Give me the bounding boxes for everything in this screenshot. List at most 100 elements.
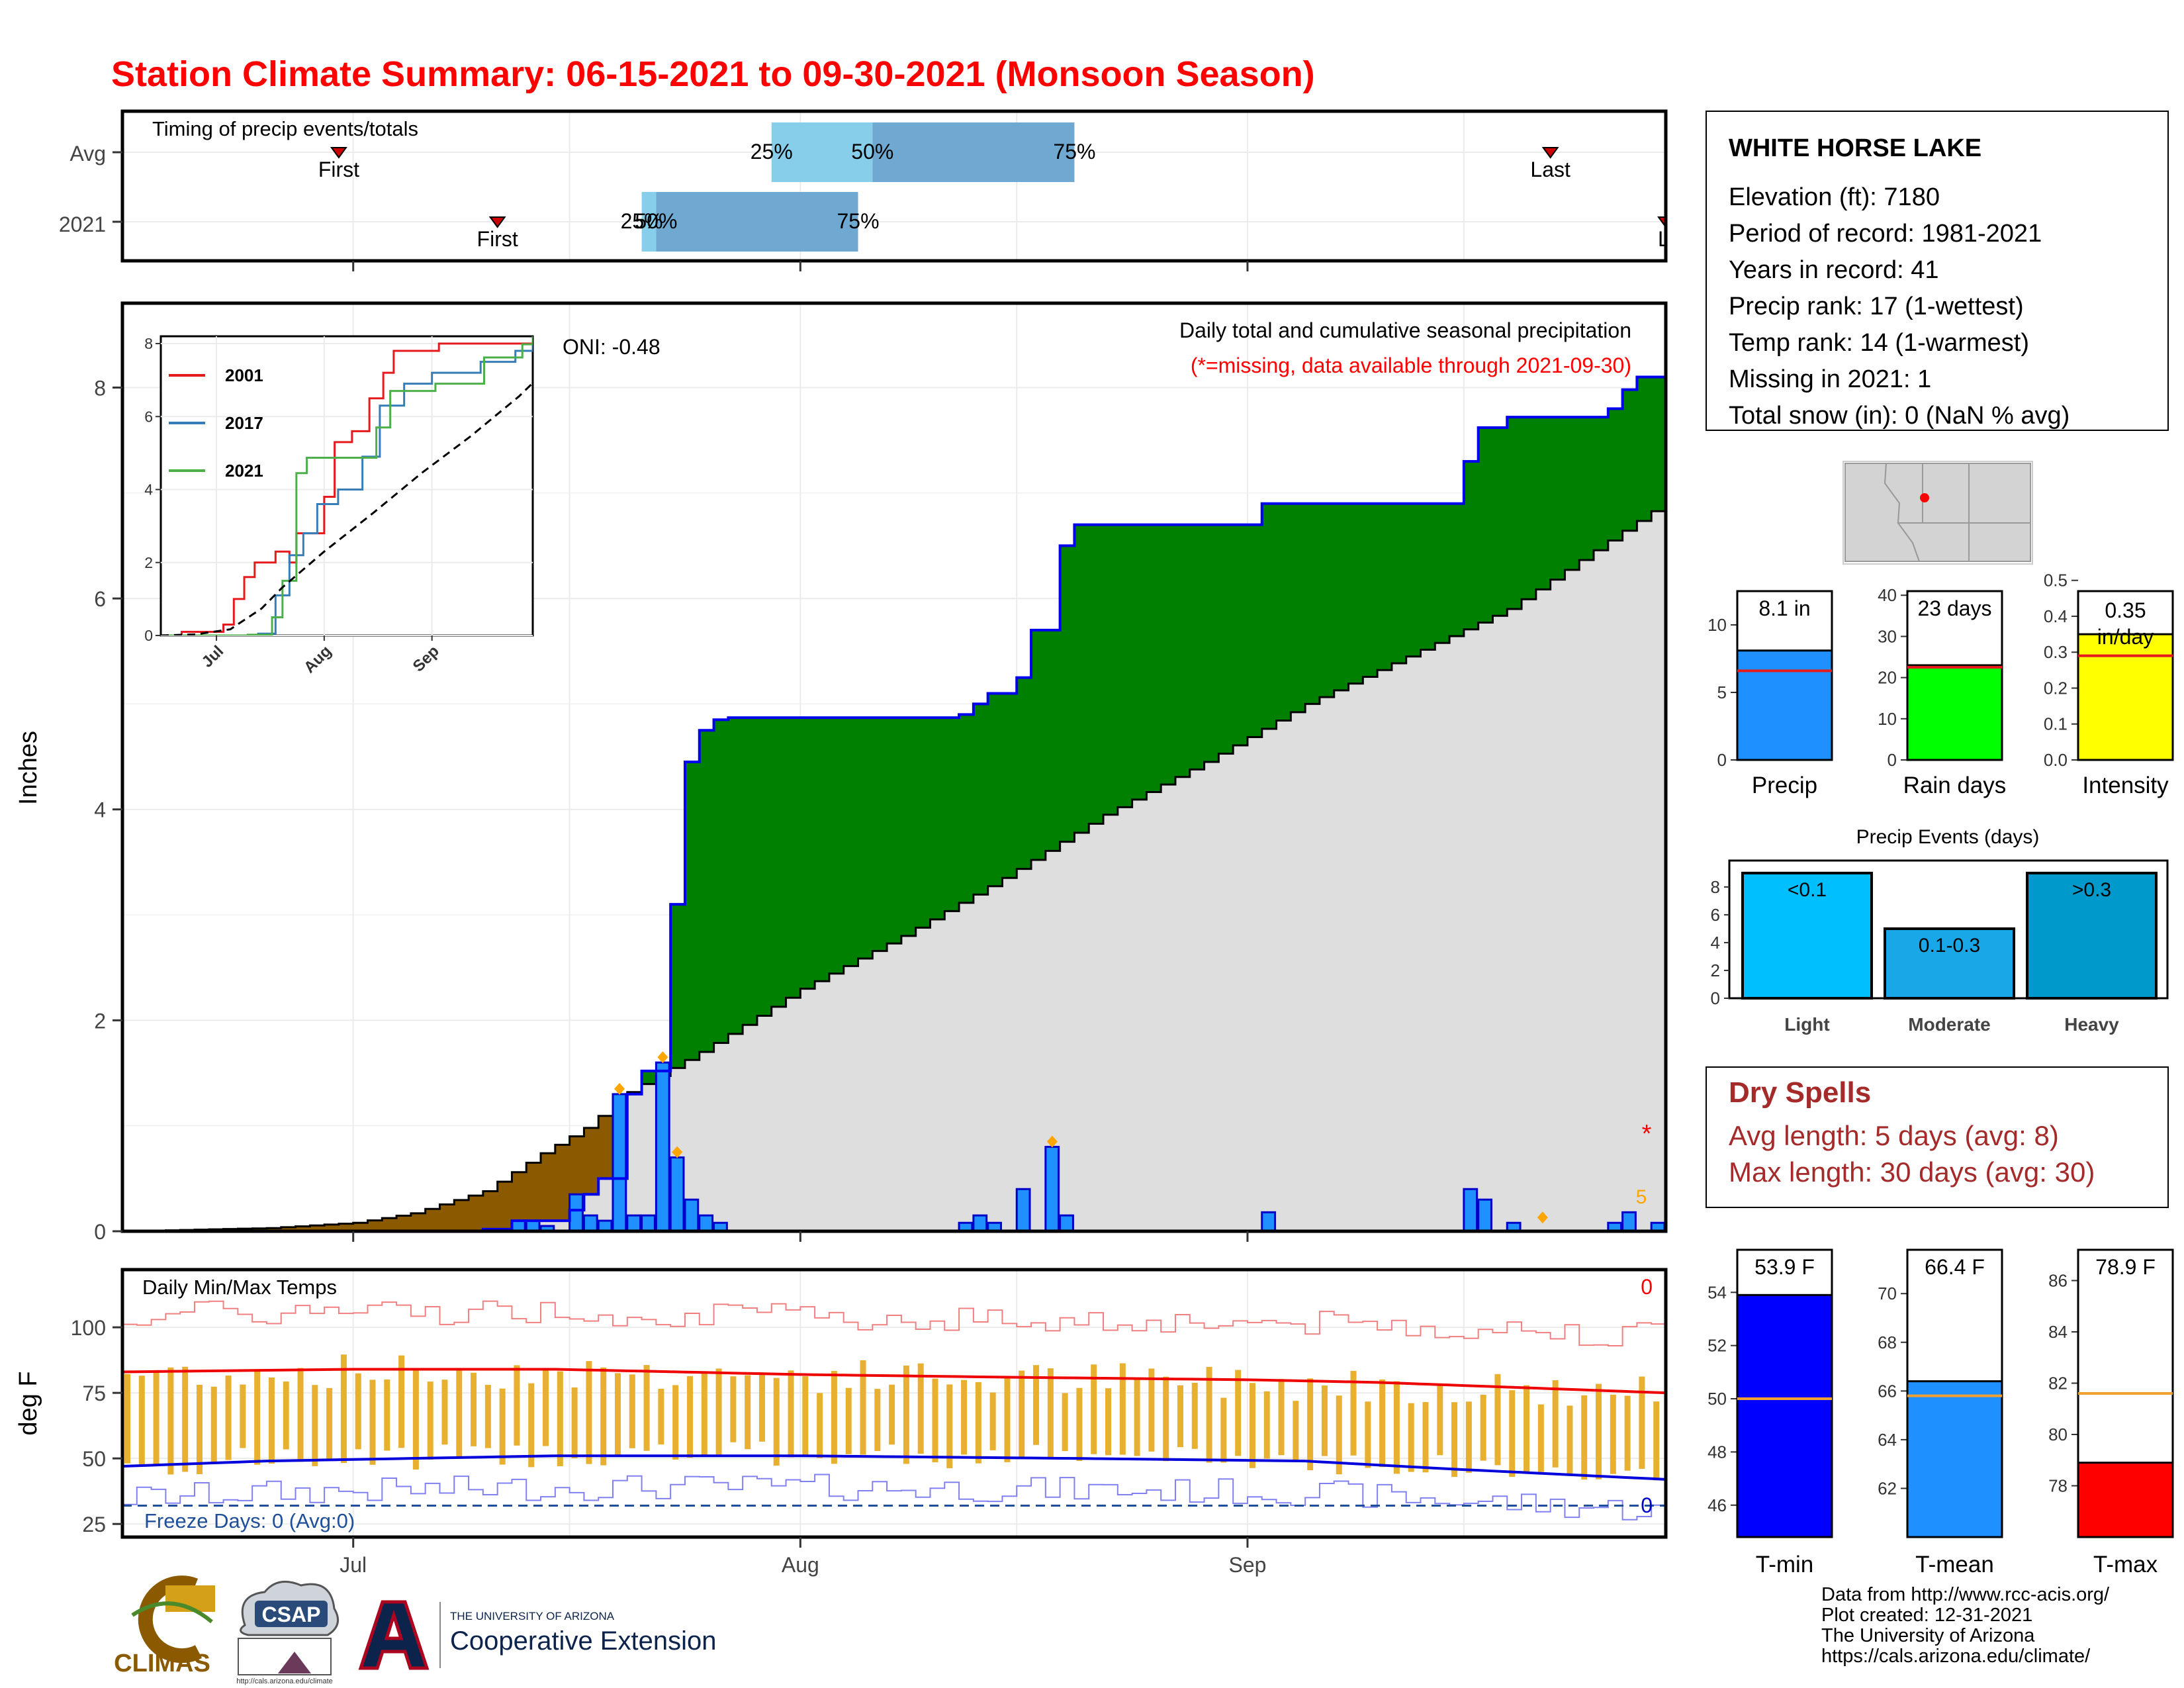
events-bar-range-label: 0.1-0.3 — [1919, 935, 1980, 957]
small-bar-ytick-label: 86 — [2048, 1271, 2068, 1291]
daily-precip-bar — [655, 1061, 670, 1231]
record-high-step-line — [122, 1300, 1666, 1346]
events-title: Precip Events (days) — [1856, 826, 2040, 848]
daily-temp-range-bar — [686, 1376, 693, 1458]
inset-line-2017 — [161, 340, 533, 635]
events-bar-category-label: Moderate — [1908, 1014, 1990, 1035]
timing-pct-label: 25% — [621, 209, 663, 233]
daily-temp-range-bar — [1524, 1385, 1530, 1474]
small-bar-ytick-label: 52 — [1707, 1336, 1727, 1356]
timing-panel: La Timing of precip events/totals Avg 20… — [59, 109, 1668, 271]
small-bar-ytick-label: 78 — [2048, 1476, 2068, 1496]
daily-temp-range-bar — [196, 1384, 203, 1474]
average-cumulative-line — [122, 500, 1666, 1231]
small-bar-category-label: T-mean — [1915, 1552, 1994, 1577]
daily-temp-range-bar — [441, 1380, 448, 1445]
heavy-event-marker — [614, 1082, 625, 1095]
daily-temp-range-bar — [932, 1378, 938, 1462]
daily-precip-bar — [684, 1198, 700, 1231]
first-event-label: First — [318, 158, 359, 181]
climas-logo: CLIMAS — [114, 1575, 215, 1677]
daily-temp-range-bar — [398, 1355, 405, 1448]
small-bar-category-label: Intensity — [2082, 773, 2169, 798]
month-xtick-label: Jul — [340, 1553, 367, 1577]
daily-temp-range-bar — [1494, 1374, 1501, 1466]
temp-bar-t-mean: 62 64 66 68 70 66.4 F T-mean — [1878, 1248, 2003, 1577]
temp-bar-t-min: 46 48 50 52 54 53.9 F T-min — [1707, 1248, 1833, 1577]
daily-temp-range-bar — [1134, 1378, 1140, 1456]
precip-ytick-label: 8 — [94, 376, 106, 400]
daily-temp-range-bar — [312, 1385, 318, 1466]
events-ytick-label: 8 — [1711, 877, 1720, 897]
daily-temp-range-bar — [1509, 1390, 1516, 1477]
daily-temp-range-bar — [615, 1373, 621, 1457]
dry-spells-max: Max length: 30 days (avg: 30) — [1729, 1156, 2095, 1188]
events-ytick-label: 4 — [1711, 933, 1720, 953]
daily-temp-range-bar — [268, 1377, 275, 1464]
timing-bar-25-50 — [771, 122, 873, 182]
small-bar-ytick-label: 50 — [1707, 1389, 1727, 1409]
small-bar-ytick-label: 80 — [2048, 1425, 2068, 1444]
daily-temp-range-bar — [138, 1376, 145, 1465]
events-bar-light — [1741, 871, 1873, 1000]
small-bar-value — [2077, 1462, 2174, 1538]
daily-temp-range-bar — [1307, 1378, 1314, 1471]
daily-precip-bar — [1059, 1214, 1074, 1231]
small-bar-ytick-label: 30 — [1878, 626, 1897, 646]
last-event-marker — [1657, 216, 1666, 228]
daily-precip-bar — [612, 1093, 627, 1231]
daily-precip-bar — [669, 1156, 685, 1231]
timing-pct-label: 50% — [851, 140, 893, 164]
timing-pct-label: 25% — [751, 140, 793, 164]
small-bar-value — [1736, 1293, 1833, 1538]
daily-precip-bar — [582, 1214, 598, 1231]
events-bar-moderate — [1884, 927, 2015, 1000]
events-bar-range-label: >0.3 — [2072, 879, 2111, 901]
daily-temp-range-bar — [1350, 1370, 1357, 1456]
daily-temp-range-bar — [1321, 1385, 1328, 1456]
daily-temp-range-bar — [384, 1380, 390, 1451]
daily-temp-range-bar — [1668, 1382, 1674, 1481]
month-xtick-label: Sep — [1228, 1553, 1266, 1577]
footer-line: Plot created: 12-31-2021 — [1821, 1605, 2032, 1626]
first-event-marker — [330, 147, 347, 159]
daily-temp-range-bar — [571, 1387, 578, 1458]
daily-temp-range-bar — [629, 1374, 635, 1448]
daily-temp-range-bar — [543, 1370, 549, 1446]
dry-spells-box: Dry Spells Avg length: 5 days (avg: 8) M… — [1706, 1066, 2169, 1208]
precip-ylabel: Inches — [15, 731, 42, 805]
daily-temp-range-bar — [427, 1382, 433, 1460]
timing-bar-25-50 — [641, 192, 657, 252]
daily-precip-bar — [1044, 1146, 1060, 1231]
station-info-line: Missing in 2021: 1 — [1729, 365, 1931, 393]
daily-temp-range-bar — [1206, 1366, 1212, 1463]
daily-temp-range-bar — [557, 1371, 563, 1466]
hot-days-count: 0 — [1641, 1275, 1653, 1299]
daily-temp-range-bar — [788, 1370, 794, 1458]
dry-spells-avg: Avg length: 5 days (avg: 8) — [1729, 1120, 2059, 1151]
daily-temp-range-bar — [1610, 1394, 1616, 1474]
station-info-line: Years in record: 41 — [1729, 256, 1939, 284]
daily-precip-bar — [1463, 1188, 1479, 1231]
daily-temp-range-bar — [1393, 1381, 1400, 1474]
daily-temp-range-bar — [456, 1368, 463, 1458]
first-event-marker — [488, 216, 506, 228]
daily-temp-range-bar — [1465, 1401, 1472, 1473]
daily-temp-range-bar — [1537, 1404, 1544, 1472]
daily-temp-range-bar — [773, 1378, 780, 1466]
inset-ytick-label: 0 — [144, 627, 153, 644]
small-bar-value-label: 66.4 F — [1925, 1255, 1985, 1279]
footer-line: Data from http://www.rcc-acis.org/ — [1821, 1584, 2110, 1605]
oni-label: ONI: -0.48 — [563, 335, 660, 359]
daily-temp-range-bar — [1437, 1385, 1443, 1456]
daily-precip-bar — [1477, 1198, 1492, 1231]
temp-ylabel: deg F — [15, 1371, 42, 1435]
precip-panel: 0 2 4 6 8 Inches Daily total and cumulative … — [15, 301, 1668, 1244]
timing-bar-50-75 — [656, 192, 858, 252]
daily-temp-range-bar — [1091, 1364, 1097, 1454]
daily-temp-range-bar — [326, 1387, 333, 1462]
daily-temp-range-bar — [600, 1367, 607, 1466]
daily-temp-range-bar — [1220, 1397, 1227, 1463]
small-bar-value — [1736, 649, 1833, 761]
timing-row-label-2021: 2021 — [59, 212, 106, 236]
